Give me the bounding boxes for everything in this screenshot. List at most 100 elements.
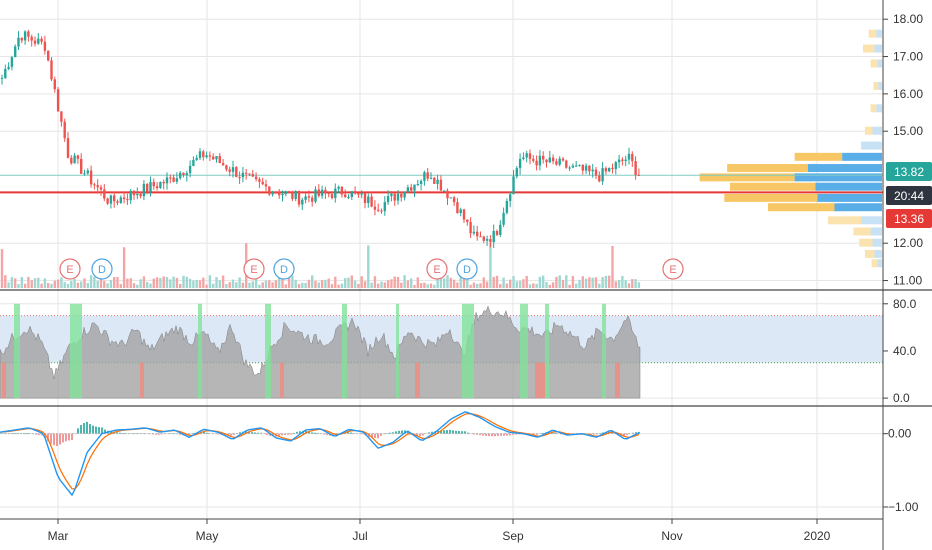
macd-histogram-bar	[104, 429, 106, 434]
volume-bar	[291, 275, 294, 288]
macd-histogram-bar	[65, 433, 67, 442]
volume-bar	[99, 279, 103, 288]
candle-body	[502, 212, 505, 225]
macd-histogram-bar	[398, 430, 400, 434]
volume-profile-up	[876, 104, 882, 113]
macd-histogram-bar	[374, 433, 376, 439]
volume-bar	[254, 278, 258, 288]
volume-bar	[208, 275, 212, 288]
candle-body	[103, 189, 106, 199]
candle-body	[363, 193, 367, 203]
macd-histogram-bar	[326, 433, 328, 436]
volume-bar	[149, 283, 152, 288]
volume-bar	[7, 282, 10, 288]
volume-bar	[320, 280, 324, 288]
volume-bar	[608, 275, 611, 288]
macd-tick-label: −1.00	[888, 500, 919, 514]
candle-body	[627, 153, 631, 160]
candle-body	[182, 172, 185, 176]
candle-body	[17, 37, 20, 47]
volume-profile-up	[876, 29, 882, 38]
price-axis[interactable]: 18.00 17.00 16.00 15.00 12.00 11.00	[883, 12, 923, 288]
macd-axis[interactable]: 0.00 −1.00	[883, 427, 919, 514]
volume-bar	[518, 280, 522, 288]
candle-body	[429, 177, 433, 179]
candle-body	[86, 170, 89, 174]
volume-profile-up	[878, 81, 882, 90]
volume-profile-down	[868, 29, 877, 38]
rsi-tick-label: 80.0	[893, 297, 917, 311]
volume-bar	[304, 283, 307, 288]
candle-body	[568, 167, 571, 169]
volume-profile-down	[870, 59, 878, 68]
macd-histogram-bar	[485, 433, 487, 436]
candle-body	[565, 160, 568, 168]
volume-bar	[406, 280, 410, 288]
macd-histogram-bar	[251, 432, 253, 434]
macd-histogram-bar	[290, 433, 292, 435]
candle-body	[284, 191, 287, 194]
candle-body	[436, 179, 439, 184]
macd-histogram-bar	[41, 433, 43, 436]
candle-body	[452, 197, 456, 203]
volume-bar	[215, 277, 218, 288]
volume-bar	[601, 277, 604, 288]
macd-histogram-bar	[443, 430, 445, 434]
candle-body	[383, 202, 386, 212]
volume-bar	[350, 275, 353, 288]
candle-body	[476, 231, 479, 237]
candle-body	[301, 199, 304, 205]
volume-bar	[337, 284, 340, 288]
macd-histogram-bar	[455, 430, 457, 434]
volume-bar	[377, 283, 380, 288]
candle-body	[30, 36, 33, 41]
candle-body	[268, 186, 271, 195]
dividend-marker-label: D	[280, 264, 288, 276]
volume-profile-up	[861, 141, 882, 150]
volume-bar	[297, 283, 301, 288]
candle-body	[60, 111, 63, 122]
countdown-tag: 20:44	[886, 186, 932, 205]
volume-bar	[344, 278, 347, 288]
volume-bar	[83, 278, 86, 288]
volume-bar	[479, 283, 482, 288]
volume-bar	[17, 284, 20, 288]
candle-body	[155, 186, 159, 188]
macd-histogram-bar	[422, 433, 424, 436]
volume-bar	[512, 276, 515, 288]
volume-bar	[505, 283, 509, 288]
macd-histogram-bar	[266, 433, 268, 436]
volume-bar	[4, 275, 7, 288]
macd-histogram-bar	[185, 433, 187, 436]
candle-body	[245, 172, 248, 174]
candle-body	[611, 167, 614, 170]
macd-histogram-bar	[431, 431, 433, 434]
candle-body	[7, 66, 10, 70]
volume-bar	[218, 280, 221, 288]
volume-bar	[637, 282, 641, 288]
macd-histogram-bar	[179, 433, 181, 435]
time-axis[interactable]: Mar May Jul Sep Nov 2020	[48, 519, 831, 543]
macd-histogram-bar	[554, 432, 556, 434]
candle-body	[66, 138, 70, 158]
candle-body	[198, 151, 202, 158]
volume-bar	[515, 281, 518, 288]
volume-bar	[162, 276, 165, 288]
rsi-highlight-bar	[545, 303, 549, 399]
macd-histogram-bar	[83, 423, 85, 434]
candle-body	[347, 196, 350, 198]
candlestick-series[interactable]	[0, 29, 641, 249]
rsi-axis[interactable]: 80.0 40.0 0.0	[883, 297, 917, 405]
volume-bar	[53, 280, 56, 288]
volume-bar	[109, 279, 113, 288]
candle-body	[340, 186, 344, 195]
macd-histogram-bar	[254, 432, 256, 434]
volume-bar	[598, 283, 601, 288]
volume-bar	[423, 282, 426, 288]
candle-body	[320, 189, 324, 196]
candle-body	[202, 151, 205, 158]
macd-histogram-bar	[332, 433, 334, 436]
candle-body	[584, 165, 588, 171]
candle-body	[126, 199, 129, 201]
